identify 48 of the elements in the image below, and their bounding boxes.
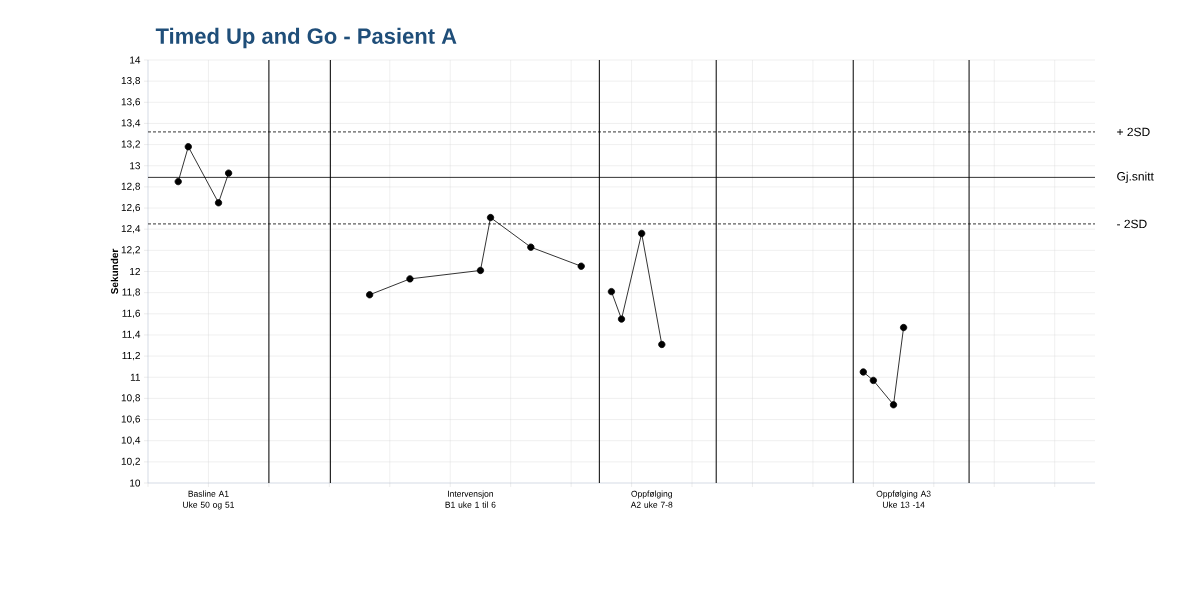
point bbox=[214, 199, 223, 207]
y-tick-label: 13,8 bbox=[121, 77, 141, 86]
y-tick-label: 13 bbox=[130, 162, 141, 170]
x-tick-label: Oppfølging A2 uke 7-8 bbox=[630, 490, 673, 508]
point bbox=[899, 323, 908, 332]
y-tick-label: 11,2 bbox=[122, 351, 140, 361]
y-tick-label: 11,6 bbox=[122, 309, 141, 318]
point bbox=[607, 287, 616, 296]
ref-line-label: - 2SD bbox=[1117, 219, 1147, 229]
y-tick-label: 10 bbox=[130, 479, 141, 487]
y-tick-label: 13,6 bbox=[121, 98, 141, 107]
point bbox=[658, 340, 666, 349]
y-tick-label: 13,2 bbox=[121, 140, 140, 149]
point bbox=[406, 275, 414, 283]
x-tick-label: Oppfølging A3 Uke 13 -14 bbox=[876, 490, 931, 508]
y-tick-label: 10,2 bbox=[121, 457, 140, 466]
point bbox=[617, 315, 626, 323]
point bbox=[638, 229, 646, 238]
x-tick-label: Intervensjon B1 uke 1 til 6 bbox=[445, 490, 496, 508]
ref-line-label: + 2SD bbox=[1117, 127, 1150, 137]
ref-line-label: Gj.snitt bbox=[1117, 171, 1154, 183]
point bbox=[577, 262, 585, 270]
y-tick-label: 12 bbox=[130, 268, 140, 275]
y-tick-label: 10,4 bbox=[121, 436, 141, 445]
y-tick-label: 11 bbox=[130, 373, 140, 381]
y-axis-title: Sekunder bbox=[110, 248, 119, 294]
point bbox=[174, 178, 182, 186]
point bbox=[859, 368, 867, 376]
point bbox=[225, 169, 233, 177]
point bbox=[869, 376, 877, 385]
y-tick-label: 12,8 bbox=[121, 182, 141, 192]
point bbox=[889, 401, 898, 409]
point bbox=[184, 143, 192, 151]
y-tick-label: 13,4 bbox=[121, 119, 141, 128]
y-tick-label: 12,4 bbox=[121, 225, 141, 234]
y-tick-label: 14 bbox=[130, 56, 141, 64]
point bbox=[486, 213, 495, 222]
y-tick-label: 10,6 bbox=[121, 415, 141, 424]
y-tick-label: 11,4 bbox=[122, 330, 141, 340]
y-tick-label: 11,8 bbox=[122, 288, 141, 297]
x-tick-label: Basline A1 Uke 50 og 51 bbox=[183, 490, 235, 510]
y-tick-label: 12,2 bbox=[121, 246, 140, 255]
point bbox=[476, 266, 485, 275]
point bbox=[527, 243, 535, 251]
y-tick-label: 12,6 bbox=[121, 203, 141, 213]
chart-title: Timed Up and Go - Pasient A bbox=[155, 27, 457, 49]
point bbox=[366, 291, 374, 299]
y-tick-label: 10,8 bbox=[121, 394, 141, 403]
